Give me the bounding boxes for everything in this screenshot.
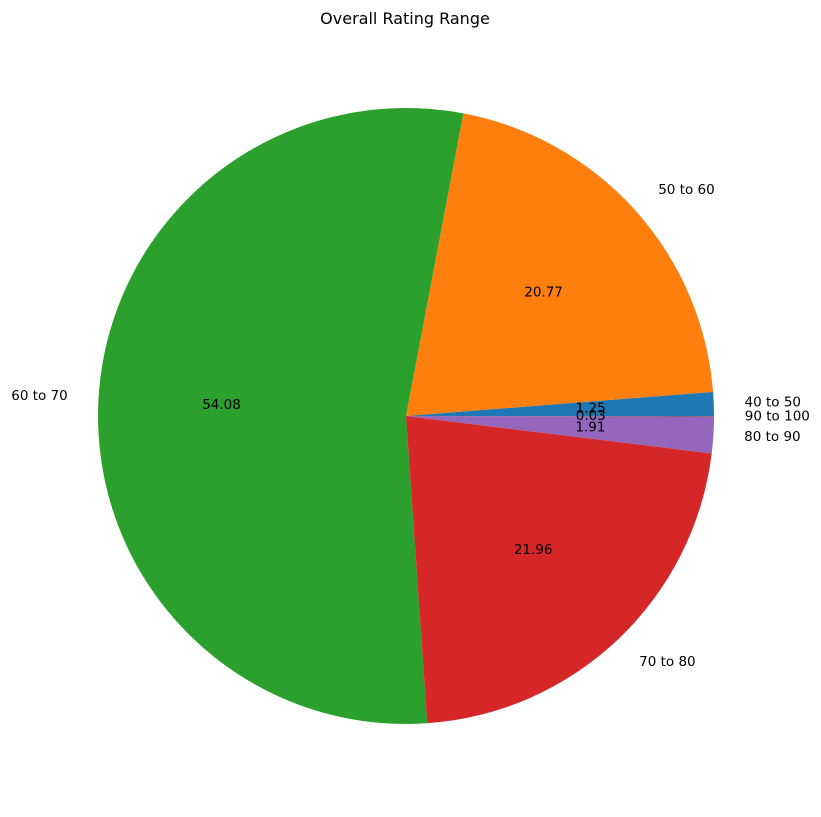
pie-slice-70-to-80	[406, 416, 712, 723]
slice-label: 80 to 90	[744, 429, 801, 445]
slice-value-label: 20.77	[524, 285, 563, 301]
pie-slices	[98, 108, 714, 724]
slice-label: 60 to 70	[11, 388, 68, 404]
slice-label: 50 to 60	[658, 182, 715, 198]
chart-title: Overall Rating Range	[320, 9, 490, 28]
slice-value-label: 21.96	[514, 542, 553, 558]
slice-value-label: 54.08	[202, 397, 241, 413]
slice-label: 70 to 80	[639, 654, 696, 670]
slice-label: 90 to 100	[745, 408, 810, 424]
slice-value-label: 0.03	[576, 408, 606, 424]
